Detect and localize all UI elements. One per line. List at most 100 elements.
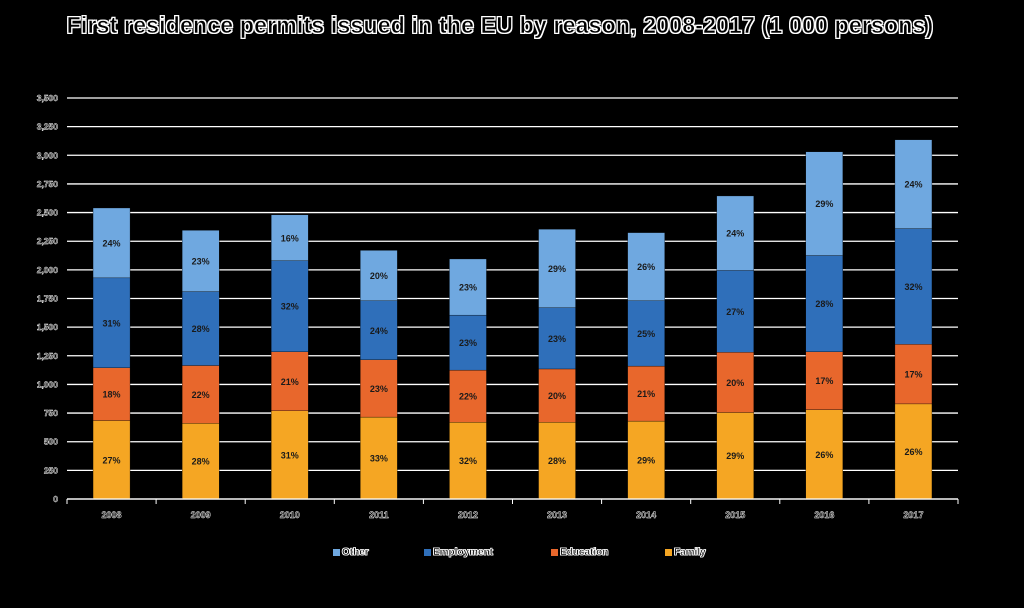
- bar-other-2015: [716, 195, 754, 271]
- chart-legend: Other Employment Education Family: [0, 547, 1024, 563]
- data-label: 23%: [192, 256, 210, 266]
- bar-education-2016: [805, 351, 843, 410]
- y-tick-label: 750: [44, 408, 58, 418]
- bar-employment-2009: [181, 291, 220, 366]
- data-label: 31%: [281, 450, 299, 460]
- legend-item-family: Family: [665, 547, 706, 558]
- bar-family-2016: [805, 409, 843, 500]
- data-label: 27%: [103, 455, 121, 465]
- x-tick-label: 2011: [369, 510, 389, 520]
- data-label: 26%: [815, 450, 833, 460]
- legend-item-other: Other: [333, 547, 369, 558]
- data-label: 20%: [370, 271, 388, 281]
- y-tick-label: 1,000: [37, 379, 59, 389]
- chart-title: First residence permits issued in the EU…: [66, 12, 934, 39]
- y-tick-label: 3,250: [37, 122, 59, 132]
- data-label: 23%: [459, 338, 477, 348]
- data-label: 17%: [904, 370, 922, 380]
- data-label: 17%: [815, 376, 833, 386]
- bar-employment-2012: [449, 314, 487, 371]
- data-label: 18%: [103, 390, 121, 400]
- x-tick-label: 2016: [814, 510, 834, 520]
- bar-employment-2015: [716, 270, 754, 353]
- y-tick-label: 1,500: [37, 322, 59, 332]
- data-label: 27%: [726, 307, 744, 317]
- bar-education-2013: [538, 368, 576, 423]
- bar-employment-2017: [894, 228, 933, 345]
- y-tick-label: 3,000: [37, 150, 59, 160]
- x-tick-label: 2015: [725, 510, 745, 520]
- y-tick-label: 1,250: [37, 351, 59, 361]
- bar-family-2009: [181, 423, 220, 500]
- data-label: 22%: [459, 392, 477, 402]
- data-label: 29%: [637, 456, 655, 466]
- bar-education-2014: [627, 365, 665, 422]
- y-tick-label: 250: [44, 465, 58, 475]
- bar-education-2010: [271, 351, 309, 411]
- data-label: 20%: [548, 391, 566, 401]
- legend-item-education: Education: [551, 547, 609, 558]
- data-label: 31%: [103, 318, 121, 328]
- data-label: 23%: [459, 283, 477, 293]
- data-label: 32%: [281, 302, 299, 312]
- data-label: 24%: [726, 229, 744, 239]
- bar-other-2009: [181, 230, 220, 292]
- data-label: 22%: [192, 390, 210, 400]
- bar-employment-2016: [805, 255, 843, 352]
- data-label: 20%: [726, 378, 744, 388]
- bar-family-2014: [627, 420, 665, 500]
- data-label: 24%: [103, 238, 121, 248]
- data-label: 29%: [548, 264, 566, 274]
- legend-swatch-employment: [424, 549, 431, 556]
- data-label: 29%: [726, 451, 744, 461]
- legend-label-education: Education: [560, 547, 609, 558]
- bar-other-2012: [449, 258, 487, 316]
- bar-family-2010: [271, 410, 309, 500]
- bar-employment-2011: [360, 300, 398, 360]
- data-label: 26%: [904, 447, 922, 457]
- x-tick-label: 2013: [547, 510, 567, 520]
- data-label: 24%: [370, 326, 388, 336]
- legend-label-other: Other: [342, 547, 369, 558]
- bar-other-2014: [627, 232, 665, 301]
- data-label: 33%: [370, 454, 388, 464]
- bar-education-2015: [716, 352, 754, 413]
- bar-family-2012: [449, 422, 487, 500]
- bar-education-2012: [449, 369, 487, 423]
- bar-family-2015: [716, 412, 754, 500]
- legend-item-employment: Employment: [424, 547, 493, 558]
- data-label: 32%: [459, 456, 477, 466]
- y-tick-label: 500: [44, 437, 58, 447]
- bar-education-2009: [181, 365, 220, 424]
- bar-employment-2013: [538, 307, 576, 370]
- bar-family-2011: [360, 416, 398, 500]
- bar-education-2017: [894, 344, 933, 405]
- bar-family-2017: [894, 403, 933, 500]
- x-tick-label: 2017: [903, 510, 923, 520]
- bar-employment-2010: [271, 260, 309, 352]
- bar-other-2017: [894, 139, 933, 229]
- data-label: 21%: [281, 377, 299, 387]
- x-tick-label: 2014: [636, 510, 656, 520]
- legend-swatch-family: [665, 549, 672, 556]
- legend-swatch-education: [551, 549, 558, 556]
- data-label: 28%: [815, 299, 833, 309]
- data-label: 21%: [637, 389, 655, 399]
- x-tick-label: 2009: [191, 510, 211, 520]
- y-tick-label: 3,500: [37, 93, 59, 103]
- legend-swatch-other: [333, 549, 340, 556]
- bar-employment-2014: [627, 300, 665, 367]
- y-tick-label: 2,250: [37, 236, 59, 246]
- bar-other-2013: [538, 229, 576, 308]
- data-label: 25%: [637, 329, 655, 339]
- bar-other-2010: [271, 214, 309, 261]
- data-label: 28%: [548, 456, 566, 466]
- data-label: 32%: [904, 282, 922, 292]
- bar-education-2011: [360, 359, 398, 418]
- data-label: 23%: [370, 384, 388, 394]
- y-tick-label: 2,500: [37, 208, 59, 218]
- data-label: 29%: [815, 199, 833, 209]
- bar-other-2008: [92, 207, 131, 279]
- data-label: 24%: [904, 180, 922, 190]
